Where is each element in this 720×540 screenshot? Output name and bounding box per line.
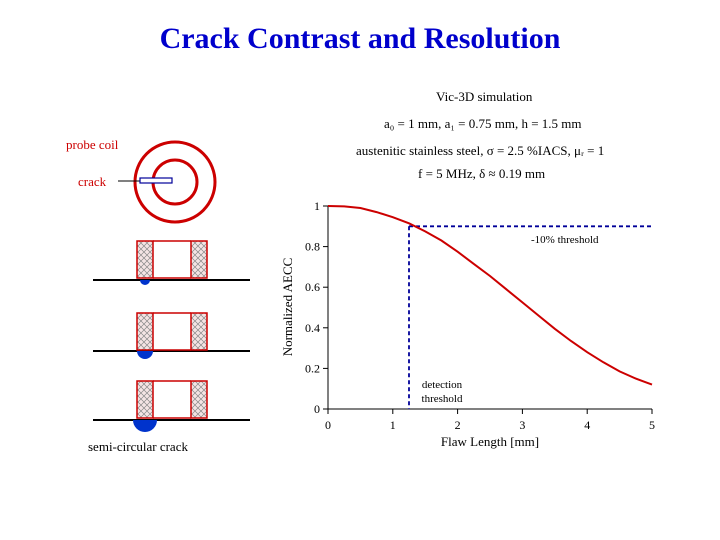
x-tick-label: 2	[455, 418, 461, 432]
probe-coil-diagram	[118, 140, 217, 224]
crack-shape	[133, 420, 157, 432]
coil-left-winding	[136, 240, 154, 279]
cross-section-medium	[93, 312, 250, 359]
coil-right-winding	[190, 240, 208, 279]
x-tick-label: 0	[325, 418, 331, 432]
probe-coil-outer-ring	[133, 140, 217, 224]
crack-label: crack	[78, 174, 107, 189]
coil-left-winding	[136, 312, 154, 351]
semi-circular-crack-label: semi-circular crack	[88, 439, 188, 454]
threshold-top-label: -10% threshold	[531, 234, 599, 246]
threshold-bottom-label-1: detection	[422, 379, 463, 391]
y-tick-label: 1	[314, 199, 320, 213]
x-tick-label: 5	[649, 418, 655, 432]
x-tick-label: 3	[519, 418, 525, 432]
crack-marker	[139, 177, 173, 184]
y-tick-label: 0.4	[305, 321, 320, 335]
x-tick-label: 4	[584, 418, 590, 432]
crack-shape	[137, 351, 153, 359]
probe-coil-label: probe coil	[66, 137, 119, 152]
series-line	[327, 205, 653, 386]
y-tick-label: 0.2	[305, 361, 320, 375]
cross-section-small	[93, 240, 250, 285]
params-frequency: f = 5 MHz, δ ≈ 0.19 mm	[418, 166, 546, 181]
page-title: Crack Contrast and Resolution	[159, 22, 561, 55]
y-tick-label: 0	[314, 402, 320, 416]
y-ticks: 0 0.2 0.4 0.6 0.8 1	[305, 199, 328, 416]
x-ticks: 0 1 2 3 4 5	[325, 409, 655, 432]
coil-right-winding	[190, 312, 208, 351]
crack-shape	[140, 280, 150, 285]
coil-left-winding	[136, 380, 154, 419]
x-tick-label: 1	[390, 418, 396, 432]
y-axis-label: Normalized AECC	[280, 258, 295, 357]
y-tick-label: 0.8	[305, 240, 320, 254]
y-tick-label: 0.6	[305, 280, 320, 294]
params-material: austenitic stainless steel, σ = 2.5 %IAC…	[356, 143, 605, 158]
aecc-chart: 0 0.2 0.4 0.6 0.8 1 0 1 2 3 4 5 Normalized AECC Fl…	[280, 199, 655, 449]
simulation-label: Vic-3D simulation	[436, 89, 533, 104]
coil-right-winding	[190, 380, 208, 419]
params-dimensions: a₀ = 1 mm, a₁ = 0.75 mm, h = 1.5 mm	[384, 116, 582, 131]
x-axis-label: Flaw Length [mm]	[441, 434, 539, 449]
cross-section-large	[93, 380, 250, 432]
threshold-bottom-label-2: threshold	[422, 393, 463, 405]
